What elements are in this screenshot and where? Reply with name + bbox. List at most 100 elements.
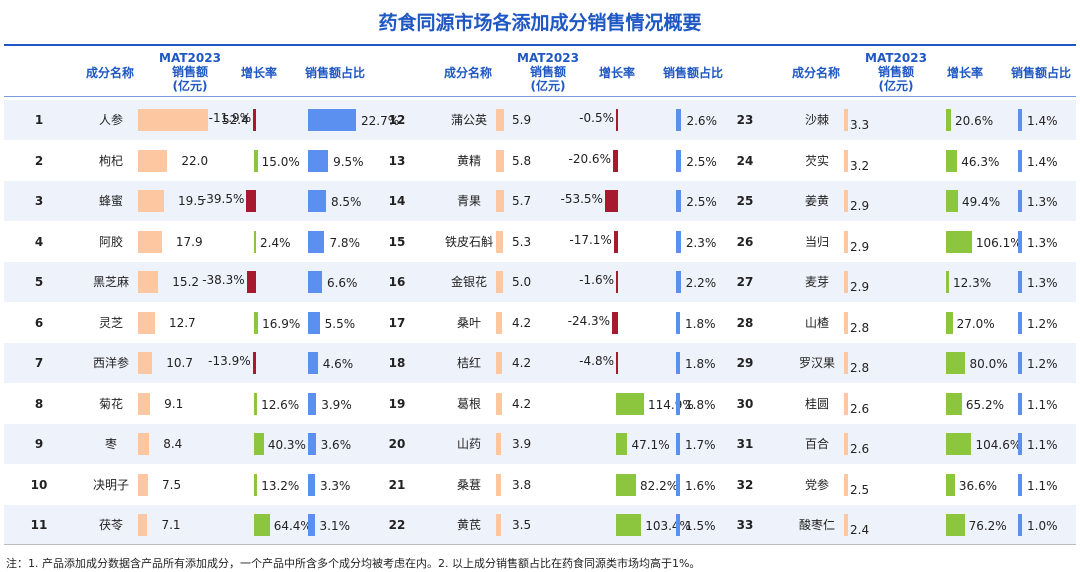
sales-value: 2.5 xyxy=(850,482,870,497)
rank-label: 13 xyxy=(388,153,406,168)
header-sales-mat2023: MAT2023 xyxy=(159,51,221,65)
share-value: 1.7% xyxy=(685,438,716,453)
rank-label: 15 xyxy=(388,234,406,249)
ingredient-name: 党参 xyxy=(804,477,829,492)
growth-bar xyxy=(616,352,618,375)
growth-bar xyxy=(946,473,955,496)
growth-bar xyxy=(254,149,258,172)
share-bar xyxy=(676,392,680,415)
growth-value: -1.6% xyxy=(579,273,614,288)
sales-value: 5.0 xyxy=(512,275,532,290)
share-value: 22.7% xyxy=(361,114,400,129)
sales-bar xyxy=(844,514,848,537)
sales-bar xyxy=(844,190,848,213)
rank-label: 16 xyxy=(388,275,406,290)
share-value: 1.4% xyxy=(1027,114,1058,129)
share-bar xyxy=(308,311,320,334)
ingredient-name: 当归 xyxy=(804,234,829,249)
sales-bar xyxy=(138,271,159,294)
growth-value: 64.4% xyxy=(273,519,312,534)
sales-bar xyxy=(496,473,502,496)
sales-value: 3.8 xyxy=(512,477,532,492)
rank-label: 12 xyxy=(388,113,406,128)
sales-value: 52.4 xyxy=(222,113,249,128)
sales-bar xyxy=(844,230,848,253)
sales-bar xyxy=(138,109,208,132)
header-divider xyxy=(4,96,1076,97)
ingredient-name: 蒲公英 xyxy=(450,113,487,128)
ingredient-name: 黑芝麻 xyxy=(92,275,129,290)
sales-value: 7.1 xyxy=(161,518,181,533)
sales-bar xyxy=(496,433,502,456)
ingredient-name: 桔红 xyxy=(456,356,481,371)
rank-label: 7 xyxy=(34,356,44,371)
growth-bar xyxy=(604,190,618,213)
rank-label: 25 xyxy=(736,194,754,209)
share-bar xyxy=(676,230,681,253)
growth-value: 114.9% xyxy=(648,397,694,412)
rank-label: 33 xyxy=(736,518,754,533)
growth-value: 104.6% xyxy=(975,438,1022,453)
row-stripe xyxy=(4,343,1076,383)
growth-bar xyxy=(616,433,628,456)
ingredient-name: 铁皮石斛 xyxy=(444,234,493,249)
growth-bar xyxy=(254,311,259,334)
sales-value: 5.3 xyxy=(512,234,532,249)
growth-bar xyxy=(612,149,618,172)
header-sales-mat2023: (亿元) xyxy=(530,79,566,93)
sales-bar xyxy=(138,190,165,213)
growth-value: -39.5% xyxy=(201,192,245,207)
rank-label: 29 xyxy=(736,356,754,371)
share-value: 1.1% xyxy=(1027,438,1058,453)
growth-bar xyxy=(616,514,642,537)
sales-value: 19.5 xyxy=(178,194,205,209)
growth-value: -11.9% xyxy=(208,111,252,126)
sales-bar xyxy=(496,311,502,334)
rank-label: 31 xyxy=(736,437,754,452)
growth-bar xyxy=(946,392,962,415)
sales-value: 3.9 xyxy=(512,437,532,452)
rank-label: 32 xyxy=(736,477,754,492)
sales-bar xyxy=(496,190,504,213)
share-bar xyxy=(1018,271,1022,294)
growth-value: -13.9% xyxy=(208,354,251,369)
sales-value: 2.4 xyxy=(850,523,870,538)
sales-value: 2.8 xyxy=(850,361,870,376)
share-bar xyxy=(676,352,680,375)
share-bar xyxy=(676,109,682,132)
growth-bar xyxy=(946,149,958,172)
growth-bar xyxy=(946,271,949,294)
growth-value: -17.1% xyxy=(569,232,612,247)
sales-value: 5.8 xyxy=(512,153,532,168)
rank-label: 4 xyxy=(34,234,44,249)
share-value: 1.3% xyxy=(1027,276,1058,291)
sales-value: 4.2 xyxy=(512,315,532,330)
growth-bar xyxy=(616,473,637,496)
rank-label: 30 xyxy=(736,396,754,411)
growth-bar xyxy=(946,311,953,334)
ingredient-name: 人参 xyxy=(98,113,123,128)
share-bar xyxy=(1018,311,1022,334)
share-value: 1.3% xyxy=(1027,195,1058,210)
rank-label: 17 xyxy=(388,315,406,330)
ingredient-name: 青果 xyxy=(456,194,481,209)
sales-bar xyxy=(138,433,150,456)
sales-bar xyxy=(844,473,848,496)
growth-value: 80.0% xyxy=(969,357,1008,372)
ingredient-name: 罗汉果 xyxy=(798,356,835,371)
growth-value: 46.3% xyxy=(961,154,1000,169)
growth-value: 13.2% xyxy=(261,478,300,493)
sales-bar xyxy=(138,473,149,496)
sales-bar xyxy=(138,230,162,253)
header-sales-mat2023: MAT2023 xyxy=(865,51,927,65)
share-value: 1.1% xyxy=(1027,478,1058,493)
share-bar xyxy=(308,190,326,213)
sales-bar xyxy=(138,352,153,375)
growth-bar xyxy=(946,230,972,253)
share-bar xyxy=(676,473,680,496)
share-bar xyxy=(308,392,317,415)
sales-value: 2.6 xyxy=(850,442,870,457)
ingredient-name: 菊花 xyxy=(98,396,123,411)
sales-value: 4.2 xyxy=(512,356,532,371)
ingredient-name: 枣 xyxy=(104,437,117,452)
